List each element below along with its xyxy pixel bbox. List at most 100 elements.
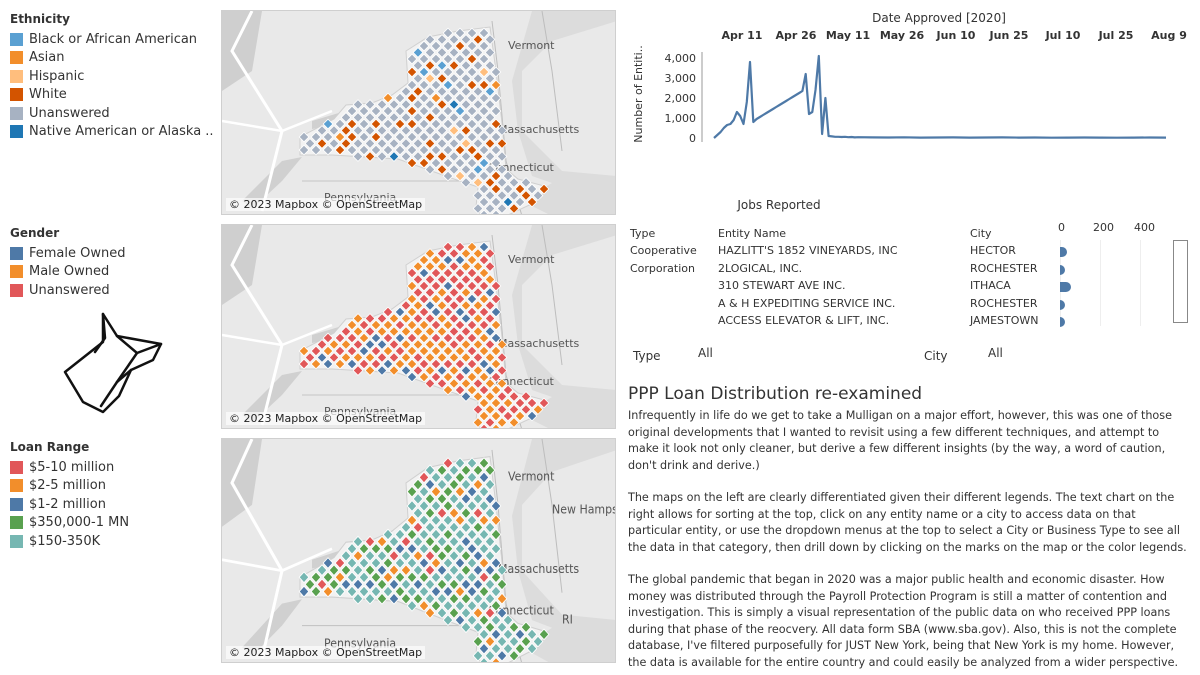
map-marker[interactable] [352, 313, 364, 324]
map-marker[interactable] [448, 352, 460, 363]
map-marker[interactable] [490, 585, 502, 598]
map-marker[interactable] [460, 578, 472, 591]
map-marker[interactable] [370, 332, 382, 344]
map-marker[interactable] [478, 66, 490, 78]
map-marker[interactable] [448, 300, 460, 311]
map-marker[interactable] [490, 528, 502, 541]
map-marker[interactable] [478, 40, 490, 52]
map-marker[interactable] [412, 125, 424, 136]
map-marker[interactable] [316, 339, 328, 350]
map-marker[interactable] [490, 397, 502, 409]
map-marker[interactable] [436, 300, 448, 311]
map-marker[interactable] [376, 549, 388, 562]
map-marker[interactable] [526, 628, 538, 641]
map-marker[interactable] [442, 144, 454, 156]
table-cell-entity[interactable]: HAZLITT'S 1852 VINEYARDS, INC [718, 244, 898, 257]
map-marker[interactable] [448, 125, 460, 136]
map-marker[interactable] [442, 170, 454, 182]
map-marker[interactable] [412, 112, 424, 123]
map-marker[interactable] [424, 478, 436, 491]
map-marker[interactable] [430, 105, 442, 117]
map-marker[interactable] [376, 326, 388, 337]
map-marker[interactable] [472, 635, 484, 648]
map-marker[interactable] [412, 73, 424, 84]
map-marker[interactable] [472, 352, 484, 363]
date-approved-chart[interactable]: Date Approved [2020] Apr 11 Apr 26 May 11 Ma… [626, 8, 1196, 158]
map-marker[interactable] [466, 345, 478, 357]
map-marker[interactable] [448, 592, 460, 605]
map-marker[interactable] [322, 571, 334, 584]
map-marker[interactable] [442, 384, 454, 396]
map-marker[interactable] [484, 391, 496, 402]
map-credit[interactable]: © 2023 Mapbox © OpenStreetMap [226, 412, 426, 425]
ethnicity-map[interactable]: VermontMassachusettsConnecticutPennsylva… [221, 10, 616, 215]
map-marker[interactable] [424, 365, 436, 376]
map-marker[interactable] [394, 358, 406, 370]
map-marker[interactable] [454, 293, 466, 305]
map-marker[interactable] [490, 628, 502, 641]
map-marker[interactable] [490, 358, 502, 370]
map-marker[interactable] [460, 549, 472, 562]
map-marker[interactable] [316, 138, 328, 149]
map-marker[interactable] [418, 599, 430, 612]
jobs-bar[interactable] [1060, 264, 1065, 275]
map-marker[interactable] [448, 274, 460, 285]
map-marker[interactable] [352, 138, 364, 149]
map-marker[interactable] [442, 53, 454, 65]
map-marker[interactable] [400, 300, 412, 311]
map-marker[interactable] [418, 280, 430, 292]
map-marker[interactable] [400, 99, 412, 110]
map-marker[interactable] [424, 60, 436, 71]
map-marker[interactable] [496, 592, 508, 605]
ethnicity-legend-item[interactable]: Asian [10, 49, 215, 68]
map-marker[interactable] [382, 542, 394, 555]
map-marker[interactable] [406, 144, 418, 156]
map-marker[interactable] [418, 306, 430, 318]
gender-map[interactable]: VermontMassachusettsConnecticutPennsylva… [221, 224, 616, 429]
map-credit[interactable]: © 2023 Mapbox © OpenStreetMap [226, 198, 426, 211]
map-marker[interactable] [502, 170, 514, 182]
map-marker[interactable] [346, 585, 358, 598]
map-marker[interactable] [400, 352, 412, 363]
map-marker[interactable] [418, 485, 430, 498]
map-marker[interactable] [334, 131, 346, 143]
jobs-bar[interactable] [1060, 299, 1065, 310]
map-marker[interactable] [484, 464, 496, 477]
map-marker[interactable] [496, 138, 508, 149]
map-marker[interactable] [502, 183, 514, 195]
map-marker[interactable] [376, 535, 388, 548]
map-marker[interactable] [496, 125, 508, 136]
map-marker[interactable] [490, 542, 502, 555]
map-marker[interactable] [418, 500, 430, 512]
map-marker[interactable] [424, 112, 436, 123]
map-marker[interactable] [472, 47, 484, 58]
map-marker[interactable] [454, 500, 466, 512]
map-marker[interactable] [442, 131, 454, 143]
map-marker[interactable] [442, 542, 454, 555]
map-marker[interactable] [478, 196, 490, 208]
map-marker[interactable] [430, 528, 442, 541]
map-marker[interactable] [520, 621, 532, 634]
map-marker[interactable] [388, 535, 400, 548]
map-marker[interactable] [358, 345, 370, 357]
map-marker[interactable] [538, 183, 550, 195]
map-marker[interactable] [400, 151, 412, 162]
map-marker[interactable] [364, 535, 376, 548]
map-marker[interactable] [472, 417, 484, 428]
map-marker[interactable] [388, 564, 400, 577]
map-marker[interactable] [520, 404, 532, 415]
map-marker[interactable] [364, 138, 376, 149]
map-marker[interactable] [376, 564, 388, 577]
map-marker[interactable] [478, 254, 490, 266]
map-marker[interactable] [502, 397, 514, 409]
map-marker[interactable] [400, 313, 412, 324]
map-marker[interactable] [484, 274, 496, 285]
map-marker[interactable] [454, 157, 466, 169]
map-marker[interactable] [364, 564, 376, 577]
map-marker[interactable] [334, 345, 346, 357]
map-marker[interactable] [436, 248, 448, 259]
map-marker[interactable] [484, 300, 496, 311]
map-marker[interactable] [418, 79, 430, 91]
map-marker[interactable] [454, 571, 466, 584]
map-marker[interactable] [532, 635, 544, 648]
